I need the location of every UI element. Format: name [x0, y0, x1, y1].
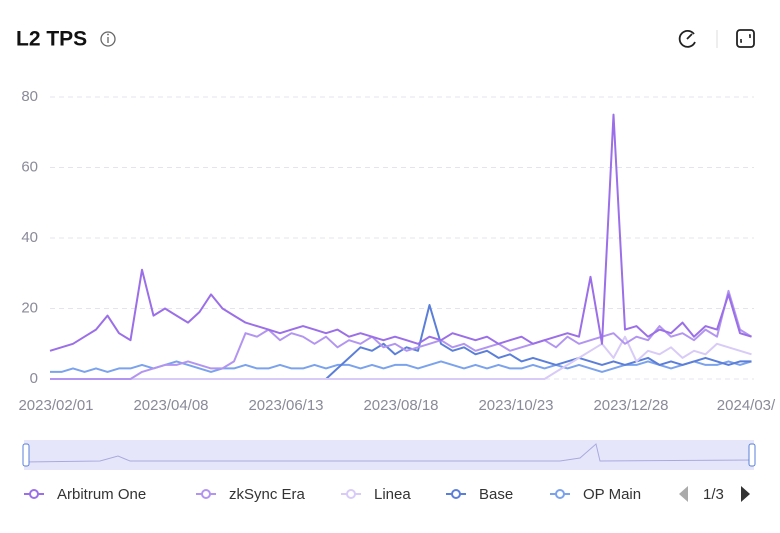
legend-prev[interactable]: [679, 486, 688, 502]
series-line: [49, 113, 752, 352]
legend-marker: [346, 489, 356, 499]
refresh-icon[interactable]: [678, 29, 696, 48]
legend-next[interactable]: [741, 486, 750, 502]
legend-marker: [201, 489, 211, 499]
x-tick-label: 2023/04/08: [133, 397, 208, 414]
expand-icon[interactable]: [736, 29, 755, 48]
y-tick-label: 0: [30, 370, 38, 387]
info-icon[interactable]: [100, 31, 116, 47]
x-tick-label: 2023/02/01: [18, 397, 93, 414]
legend-label: Arbitrum One: [57, 486, 146, 503]
legend-label: Base: [479, 486, 513, 503]
x-tick-label: 2023/10/23: [478, 397, 553, 414]
x-tick-label: 2024/03/: [717, 397, 776, 414]
slider-preview: [23, 443, 755, 463]
y-tick-label: 80: [21, 88, 38, 105]
legend-label: OP Main: [583, 486, 641, 503]
legend-label: Linea: [374, 486, 411, 503]
legend-label: zkSync Era: [229, 486, 306, 503]
zoom-slider[interactable]: [24, 440, 754, 470]
x-tick-label: 2023/12/28: [593, 397, 668, 414]
series-line: [50, 360, 752, 373]
slider-handle[interactable]: [748, 443, 756, 467]
x-tick-label: 2023/06/13: [248, 397, 323, 414]
slider-handle[interactable]: [22, 443, 30, 467]
y-tick-label: 20: [21, 299, 38, 316]
legend-page: 1/3: [703, 486, 724, 503]
legend-marker: [451, 489, 461, 499]
chart-title: L2 TPS: [16, 28, 87, 51]
y-tick-label: 60: [21, 158, 38, 175]
x-tick-label: 2023/08/18: [363, 397, 438, 414]
y-tick-label: 40: [21, 229, 38, 246]
legend-marker: [555, 489, 565, 499]
legend-marker: [29, 489, 39, 499]
series-line: [50, 289, 753, 380]
series-line: [50, 335, 752, 380]
